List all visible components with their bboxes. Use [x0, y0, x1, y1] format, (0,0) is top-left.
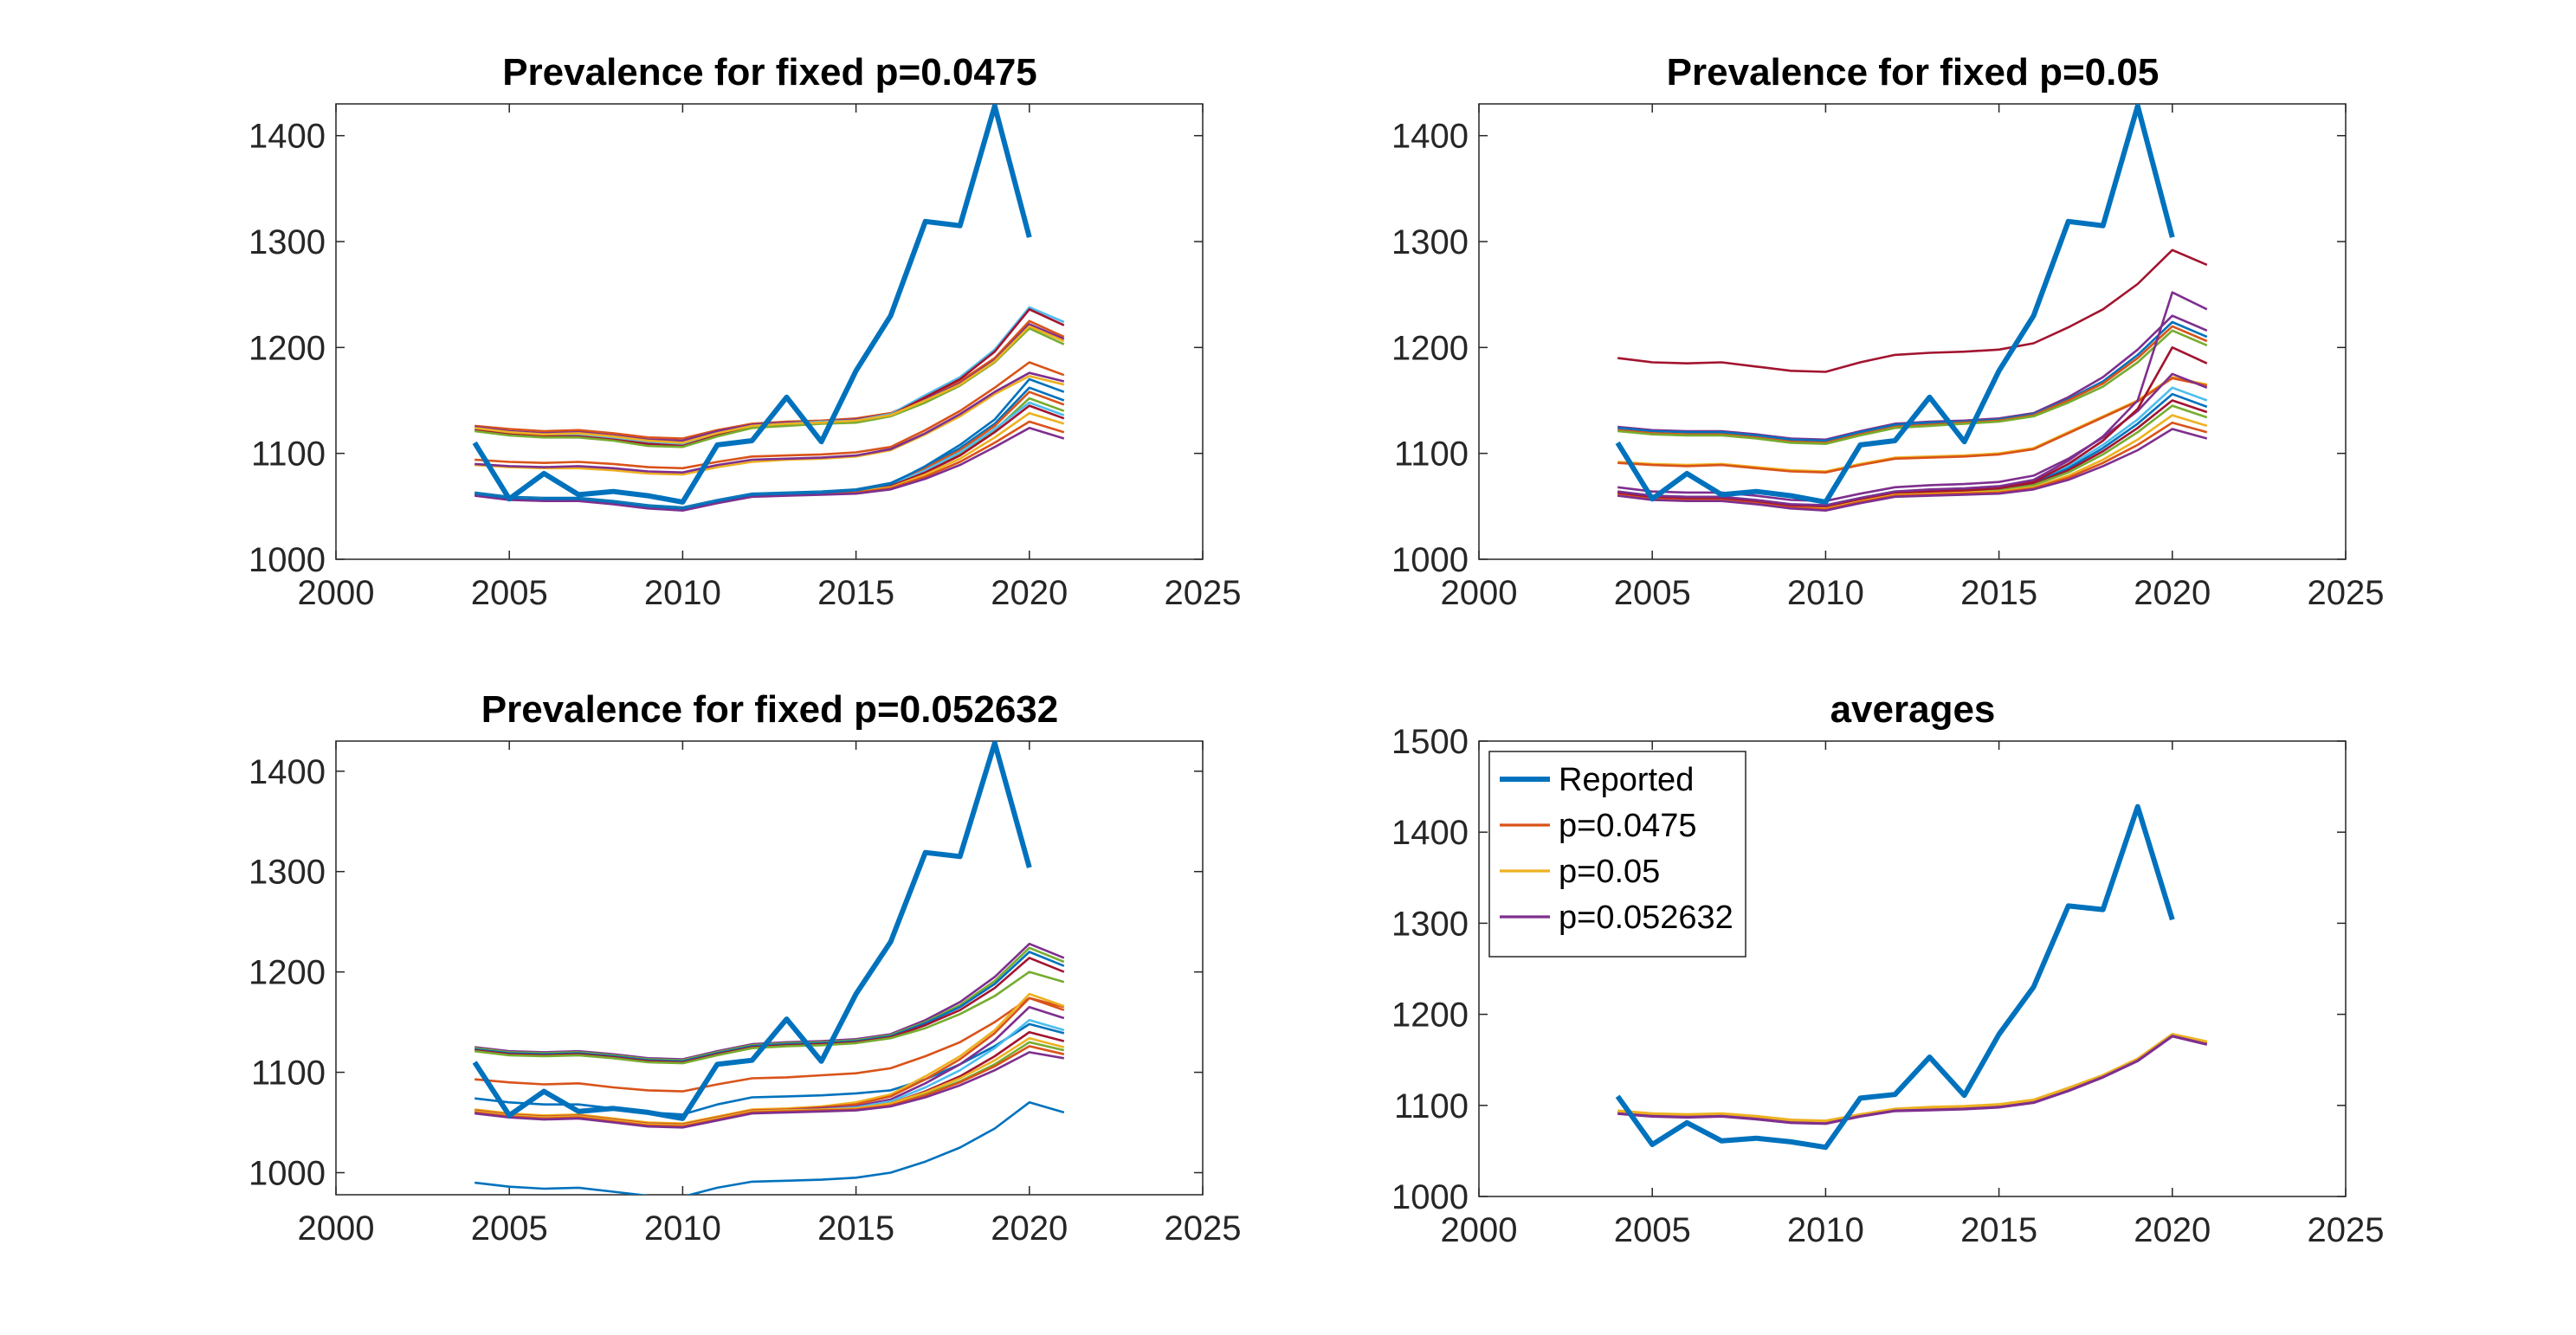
ensemble-line — [475, 375, 1065, 476]
axes-box — [1478, 103, 2347, 560]
y-tick-label: 1300 — [1391, 223, 1469, 261]
chart-title: averages — [1830, 688, 1996, 731]
reported-line — [472, 104, 1032, 505]
x-tick-label: 2015 — [1960, 1211, 2037, 1249]
x-tick-label: 2015 — [817, 574, 894, 612]
y-tick-label: 1000 — [249, 1154, 326, 1192]
subplot-prevalence-p-0-05: Prevalence for fixed p=0.05 2000 2005 2010… — [1391, 51, 2384, 612]
ensemble-line — [1617, 248, 2208, 373]
plot-area — [1615, 803, 2208, 1151]
ensemble-line — [475, 427, 1065, 512]
ensemble-line — [1617, 377, 2208, 474]
x-tick-label: 2025 — [2308, 1211, 2385, 1249]
axes-box — [335, 740, 1204, 1196]
x-tick-label: 2000 — [298, 1209, 375, 1248]
ensemble-line — [475, 325, 1065, 444]
y-tick-label: 1400 — [1391, 814, 1469, 852]
chart-title: Prevalence for fixed p=0.052632 — [481, 688, 1059, 731]
reported-line — [1615, 104, 2175, 505]
legend-box — [1488, 751, 1746, 958]
plot-area — [472, 741, 1065, 1195]
y-tick-label: 1200 — [1391, 996, 1469, 1035]
x-tick-label: 2000 — [1441, 1211, 1518, 1249]
x-tick-label: 2010 — [1787, 574, 1864, 612]
x-tick-label: 2020 — [2134, 574, 2211, 612]
plot-area — [1615, 104, 2208, 512]
y-tick-label: 1000 — [1391, 1178, 1469, 1216]
y-tick-label: 1300 — [1391, 905, 1469, 943]
plot-area — [472, 104, 1065, 512]
series-line-p-0-052632 — [1617, 1035, 2208, 1125]
x-tick-label: 2000 — [298, 574, 375, 612]
ensemble-line — [475, 377, 1065, 510]
x-tick-label: 2025 — [2308, 574, 2385, 612]
legend-label: p=0.052632 — [1559, 900, 1733, 936]
legend-label: p=0.0475 — [1559, 808, 1697, 844]
x-tick-label: 2015 — [817, 1209, 894, 1248]
y-tick-label: 1300 — [249, 223, 326, 261]
subplot-prevalence-p-0-0475: Prevalence for fixed p=0.0475 2000 2005 20… — [249, 51, 1241, 612]
x-tick-label: 2010 — [644, 1209, 721, 1248]
x-tick-label: 2025 — [1165, 574, 1242, 612]
ensemble-line — [1617, 320, 2208, 442]
y-tick-label: 1400 — [249, 753, 326, 791]
ensemble-line — [1617, 428, 2208, 512]
ensemble-line — [1617, 329, 2208, 445]
series-line-reported — [1615, 803, 2175, 1151]
series-line-p-0-05 — [1617, 1033, 2208, 1123]
y-tick-label: 1100 — [1394, 1087, 1469, 1125]
y-tick-label: 1400 — [1391, 118, 1469, 156]
y-tick-label: 1100 — [251, 435, 326, 474]
x-tick-label: 2020 — [991, 1209, 1068, 1248]
y-tick-label: 1000 — [1391, 541, 1469, 579]
y-tick-label: 1300 — [249, 854, 326, 892]
y-tick-label: 1100 — [251, 1054, 326, 1093]
y-tick-label: 1500 — [1391, 723, 1469, 761]
chart-title: Prevalence for fixed p=0.0475 — [502, 51, 1037, 94]
x-tick-label: 2010 — [1787, 1211, 1864, 1249]
x-tick-label: 2005 — [1614, 1211, 1691, 1249]
axes-box — [335, 103, 1204, 560]
x-tick-label: 2015 — [1960, 574, 2037, 612]
x-tick-label: 2020 — [2134, 1211, 2211, 1249]
ensemble-line — [475, 996, 1065, 1093]
chart-title: Prevalence for fixed p=0.05 — [1667, 51, 2160, 94]
ensemble-line — [475, 361, 1065, 470]
x-tick-label: 2005 — [471, 1209, 548, 1248]
ensemble-line — [475, 1051, 1065, 1129]
subplot-averages: averages 2000 2005 2010 2015 2020 2025 1000 110… — [1391, 688, 2384, 1249]
y-tick-label: 1200 — [249, 954, 326, 992]
x-tick-label: 2010 — [644, 574, 721, 612]
x-tick-label: 2020 — [991, 574, 1068, 612]
ensemble-line — [475, 971, 1065, 1065]
y-tick-label: 1000 — [249, 541, 326, 579]
legend: Reported p=0.0475 p=0.05 p=0.052632 — [1488, 751, 1746, 958]
legend-label: Reported — [1559, 762, 1694, 798]
x-tick-label: 2025 — [1165, 1209, 1242, 1248]
x-tick-label: 2005 — [471, 574, 548, 612]
x-tick-label: 2005 — [1614, 574, 1691, 612]
y-tick-label: 1400 — [249, 118, 326, 156]
ensemble-line — [475, 371, 1065, 474]
subplot-prevalence-p-0-052632: Prevalence for fixed p=0.052632 2000 2005… — [249, 688, 1241, 1248]
ensemble-line — [475, 1101, 1065, 1195]
x-tick-label: 2000 — [1441, 574, 1518, 612]
y-tick-label: 1200 — [249, 329, 326, 367]
reported-line — [472, 741, 1032, 1121]
y-tick-label: 1100 — [1394, 435, 1469, 474]
legend-label: p=0.05 — [1559, 854, 1660, 890]
ensemble-line — [1617, 291, 2208, 506]
y-tick-label: 1200 — [1391, 329, 1469, 367]
